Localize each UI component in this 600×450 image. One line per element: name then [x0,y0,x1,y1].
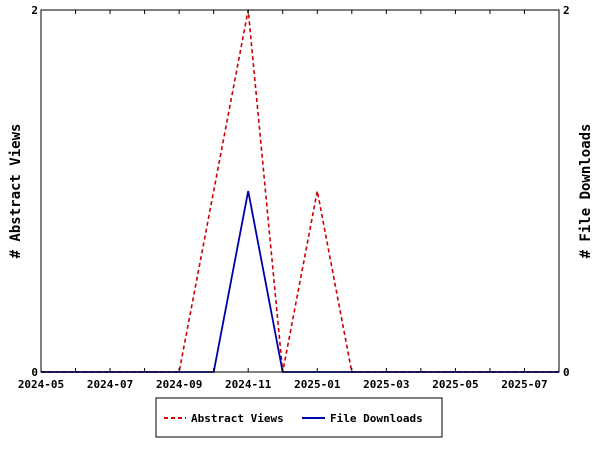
x-tick-label: 2024-11 [225,378,272,391]
x-tick-label: 2025-07 [501,378,547,391]
y-axis-ticks: 0 2 0 2 [31,4,569,379]
legend-box [155,397,443,438]
legend: Abstract Views File Downloads [155,397,443,438]
plot-lines [41,9,559,373]
x-axis-ticks: 2024-05 2024-07 2024-09 2024-11 2025-01 2025-… [18,10,560,391]
plot-frame [40,9,560,373]
y-axis-title-left: # Abstract Views [8,124,24,259]
y-tick-label-right: 0 [563,366,570,379]
y-tick-label-right: 2 [563,4,570,17]
x-tick-label: 2025-01 [294,378,341,391]
x-tick-label: 2024-07 [87,378,133,391]
y-tick-label-left: 0 [31,366,38,379]
x-tick-label: 2024-05 [18,378,64,391]
x-tick-label: 2024-09 [156,378,202,391]
y-axis-title-right: # File Downloads [578,124,594,259]
x-tick-label: 2025-03 [363,378,409,391]
series-line-abstract-views [41,9,559,373]
y-tick-label-left: 2 [31,4,38,17]
legend-label-abstract-views: Abstract Views [191,412,284,425]
legend-label-file-downloads: File Downloads [330,412,423,425]
x-tick-label: 2025-05 [432,378,478,391]
